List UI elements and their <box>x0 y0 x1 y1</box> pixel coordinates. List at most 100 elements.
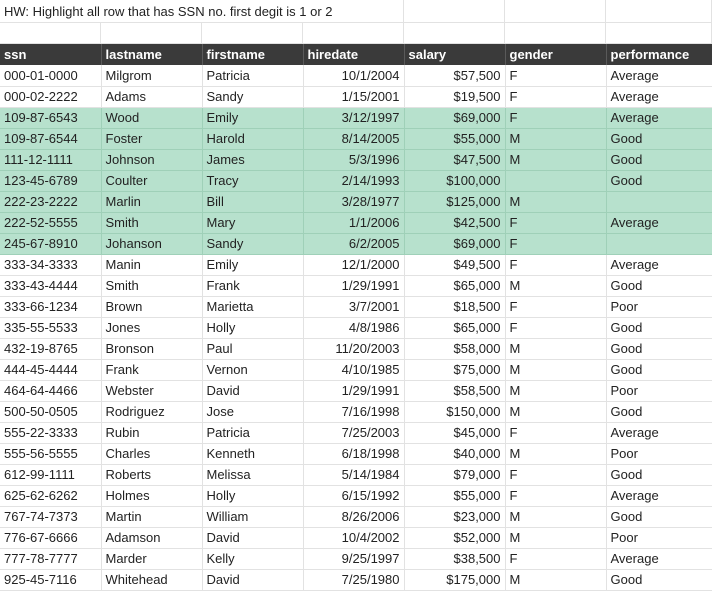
cell-gender[interactable]: F <box>505 86 607 108</box>
cell-hiredate[interactable]: 7/16/1998 <box>303 401 405 423</box>
empty-cell[interactable] <box>606 23 712 44</box>
cell-hiredate[interactable]: 5/14/1984 <box>303 464 405 486</box>
cell-performance[interactable]: Average <box>606 548 712 570</box>
cell-hiredate[interactable]: 5/3/1996 <box>303 149 405 171</box>
cell-lastname[interactable]: Wood <box>101 107 203 129</box>
cell-hiredate[interactable]: 7/25/1980 <box>303 569 405 591</box>
cell-firstname[interactable]: Melissa <box>202 464 304 486</box>
cell-lastname[interactable]: Smith <box>101 275 203 297</box>
header-lastname[interactable]: lastname <box>101 44 203 65</box>
cell-gender[interactable] <box>505 170 607 192</box>
cell-hiredate[interactable]: 6/2/2005 <box>303 233 405 255</box>
cell-performance[interactable]: Poor <box>606 380 712 402</box>
cell-hiredate[interactable]: 6/15/1992 <box>303 485 405 507</box>
cell-ssn[interactable]: 333-34-3333 <box>0 254 102 276</box>
cell-salary[interactable]: $69,000 <box>404 233 506 255</box>
cell-performance[interactable]: Average <box>606 212 712 234</box>
cell-hiredate[interactable]: 8/26/2006 <box>303 506 405 528</box>
cell-hiredate[interactable]: 1/29/1991 <box>303 275 405 297</box>
cell-salary[interactable]: $45,000 <box>404 422 506 444</box>
cell-gender[interactable]: M <box>505 359 607 381</box>
cell-ssn[interactable]: 555-22-3333 <box>0 422 102 444</box>
cell-firstname[interactable]: Bill <box>202 191 304 213</box>
cell-salary[interactable]: $125,000 <box>404 191 506 213</box>
cell-performance[interactable]: Average <box>606 107 712 129</box>
cell-salary[interactable]: $55,000 <box>404 128 506 150</box>
cell-lastname[interactable]: Marlin <box>101 191 203 213</box>
cell-performance[interactable]: Average <box>606 86 712 108</box>
cell-salary[interactable]: $65,000 <box>404 317 506 339</box>
header-hiredate[interactable]: hiredate <box>303 44 405 65</box>
cell-gender[interactable]: M <box>505 338 607 360</box>
cell-hiredate[interactable]: 12/1/2000 <box>303 254 405 276</box>
cell-ssn[interactable]: 000-02-2222 <box>0 86 102 108</box>
cell-gender[interactable]: M <box>505 380 607 402</box>
cell-ssn[interactable]: 000-01-0000 <box>0 65 102 87</box>
cell-firstname[interactable]: Frank <box>202 275 304 297</box>
cell-hiredate[interactable]: 2/14/1993 <box>303 170 405 192</box>
cell-firstname[interactable]: James <box>202 149 304 171</box>
cell-ssn[interactable]: 777-78-7777 <box>0 548 102 570</box>
cell-salary[interactable]: $150,000 <box>404 401 506 423</box>
cell-salary[interactable]: $75,000 <box>404 359 506 381</box>
cell-hiredate[interactable]: 10/4/2002 <box>303 527 405 549</box>
cell-gender[interactable]: M <box>505 149 607 171</box>
cell-salary[interactable]: $47,500 <box>404 149 506 171</box>
cell-hiredate[interactable]: 1/1/2006 <box>303 212 405 234</box>
empty-cell[interactable] <box>404 0 505 23</box>
cell-hiredate[interactable]: 6/18/1998 <box>303 443 405 465</box>
cell-performance[interactable]: Good <box>606 149 712 171</box>
cell-performance[interactable]: Good <box>606 170 712 192</box>
cell-salary[interactable]: $65,000 <box>404 275 506 297</box>
cell-firstname[interactable]: William <box>202 506 304 528</box>
cell-ssn[interactable]: 612-99-1111 <box>0 464 102 486</box>
empty-cell[interactable] <box>303 23 404 44</box>
cell-firstname[interactable]: Kenneth <box>202 443 304 465</box>
cell-performance[interactable]: Poor <box>606 296 712 318</box>
cell-firstname[interactable]: Sandy <box>202 86 304 108</box>
cell-lastname[interactable]: Adamson <box>101 527 203 549</box>
cell-gender[interactable]: M <box>505 506 607 528</box>
cell-lastname[interactable]: Holmes <box>101 485 203 507</box>
cell-lastname[interactable]: Whitehead <box>101 569 203 591</box>
cell-salary[interactable]: $40,000 <box>404 443 506 465</box>
cell-performance[interactable]: Good <box>606 128 712 150</box>
header-salary[interactable]: salary <box>404 44 506 65</box>
empty-cell[interactable] <box>505 23 606 44</box>
cell-salary[interactable]: $100,000 <box>404 170 506 192</box>
empty-cell[interactable] <box>202 23 303 44</box>
cell-lastname[interactable]: Manin <box>101 254 203 276</box>
cell-lastname[interactable]: Brown <box>101 296 203 318</box>
cell-lastname[interactable]: Coulter <box>101 170 203 192</box>
empty-cell[interactable] <box>404 23 505 44</box>
cell-hiredate[interactable]: 7/25/2003 <box>303 422 405 444</box>
cell-lastname[interactable]: Rodriguez <box>101 401 203 423</box>
empty-cell[interactable] <box>101 23 202 44</box>
cell-salary[interactable]: $58,000 <box>404 338 506 360</box>
cell-firstname[interactable]: Paul <box>202 338 304 360</box>
cell-gender[interactable]: M <box>505 443 607 465</box>
cell-hiredate[interactable]: 10/1/2004 <box>303 65 405 87</box>
cell-ssn[interactable]: 109-87-6543 <box>0 107 102 129</box>
cell-gender[interactable]: F <box>505 233 607 255</box>
cell-hiredate[interactable]: 3/7/2001 <box>303 296 405 318</box>
cell-ssn[interactable]: 444-45-4444 <box>0 359 102 381</box>
cell-hiredate[interactable]: 1/15/2001 <box>303 86 405 108</box>
cell-firstname[interactable]: Patricia <box>202 65 304 87</box>
cell-ssn[interactable]: 767-74-7373 <box>0 506 102 528</box>
cell-hiredate[interactable]: 4/8/1986 <box>303 317 405 339</box>
cell-ssn[interactable]: 464-64-4466 <box>0 380 102 402</box>
header-performance[interactable]: performance <box>606 44 712 65</box>
cell-gender[interactable]: F <box>505 254 607 276</box>
cell-performance[interactable]: Average <box>606 65 712 87</box>
cell-gender[interactable]: M <box>505 527 607 549</box>
cell-performance[interactable]: Poor <box>606 527 712 549</box>
cell-gender[interactable]: M <box>505 191 607 213</box>
cell-hiredate[interactable]: 4/10/1985 <box>303 359 405 381</box>
cell-performance[interactable]: Good <box>606 464 712 486</box>
empty-cell[interactable] <box>0 23 101 44</box>
cell-hiredate[interactable]: 8/14/2005 <box>303 128 405 150</box>
cell-performance[interactable]: Good <box>606 275 712 297</box>
cell-lastname[interactable]: Roberts <box>101 464 203 486</box>
cell-firstname[interactable]: Emily <box>202 254 304 276</box>
